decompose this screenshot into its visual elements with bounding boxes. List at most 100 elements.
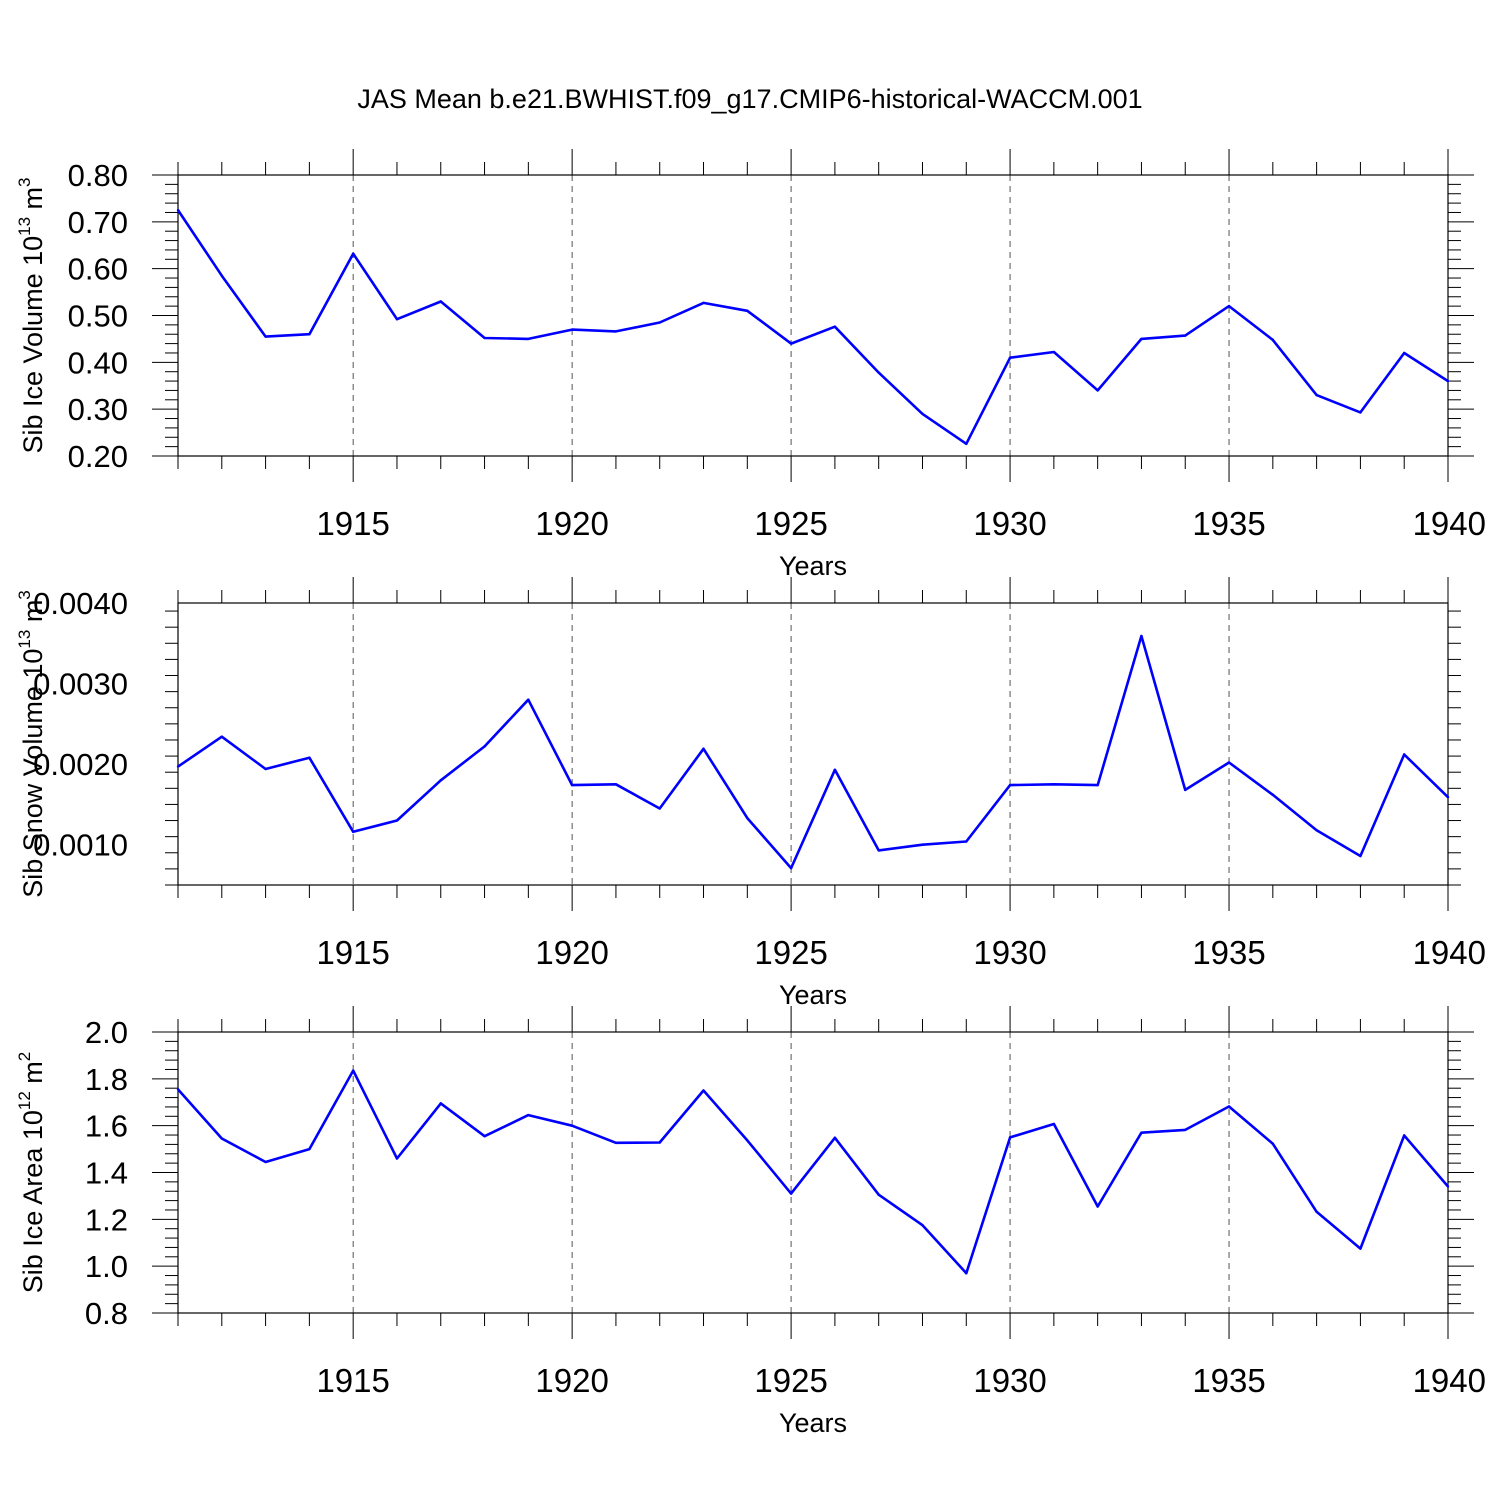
- y-tick-label: 0.8: [85, 1296, 128, 1331]
- x-tick-label: 1925: [754, 934, 827, 971]
- x-tick-label: 1920: [535, 505, 608, 542]
- data-point: [1184, 334, 1187, 337]
- data-point: [833, 325, 837, 328]
- x-axis-label: Years: [779, 551, 847, 581]
- data-point: [1446, 1185, 1450, 1188]
- y-tick-label: 0.0030: [33, 667, 128, 702]
- plot-frame: [177, 174, 1449, 457]
- y-tick-label: 0.0020: [33, 747, 128, 782]
- data-point: [746, 309, 749, 313]
- x-tick-label: 1940: [1413, 934, 1486, 971]
- y-tick-label: 0.80: [68, 158, 128, 193]
- data-point: [1140, 1131, 1143, 1134]
- data-point: [483, 745, 486, 748]
- data-point: [702, 301, 705, 305]
- data-point: [1315, 1210, 1318, 1214]
- data-point: [833, 768, 837, 771]
- data-point: [1052, 783, 1056, 786]
- data-point: [658, 321, 661, 324]
- x-tick-label: 1935: [1192, 1362, 1265, 1399]
- y-tick-label: 2.0: [85, 1015, 128, 1050]
- data-point: [1446, 379, 1450, 383]
- data-point: [1227, 761, 1231, 764]
- x-tick-label: 1915: [316, 505, 389, 542]
- data-point: [1140, 634, 1143, 638]
- data-point: [264, 767, 267, 771]
- y-tick-label: 1.2: [85, 1202, 128, 1237]
- y-axis-label: Sib Ice Volume 1013 m3: [15, 177, 48, 453]
- y-tick-label: 0.70: [68, 205, 128, 240]
- data-point: [1446, 795, 1450, 799]
- x-tick-label: 1915: [316, 1362, 389, 1399]
- data-point: [789, 866, 793, 870]
- data-point: [1008, 1136, 1012, 1139]
- data-point: [527, 1113, 530, 1117]
- data-point: [1008, 356, 1012, 359]
- data-point: [746, 1139, 749, 1142]
- y-tick-label: 0.40: [68, 345, 128, 380]
- data-point: [527, 337, 530, 341]
- data-point: [1359, 854, 1362, 858]
- panel-1: 0.20 0.30 0.40 0.50 0.60 0.70 0.80 1915 1920 1925…: [15, 149, 1486, 581]
- x-tick-label: 1930: [973, 934, 1046, 971]
- data-point: [570, 783, 574, 787]
- data-point: [1227, 304, 1231, 308]
- data-point: [308, 333, 311, 336]
- data-point: [176, 208, 180, 212]
- y-tick-label: 0.60: [68, 252, 128, 287]
- x-tick-label: 1915: [316, 934, 389, 971]
- plot-frame: [177, 602, 1449, 886]
- y-tick-label: 1.8: [85, 1062, 128, 1097]
- data-point: [877, 849, 880, 852]
- data-point: [1096, 783, 1099, 787]
- data-point: [395, 819, 399, 822]
- data-point: [570, 1124, 574, 1127]
- x-axis-label: Years: [779, 1408, 847, 1438]
- data-point: [527, 698, 530, 701]
- data-point: [877, 1193, 880, 1196]
- data-point: [1008, 783, 1012, 787]
- data-point: [614, 1141, 618, 1144]
- data-point: [1227, 1105, 1231, 1108]
- x-tick-label: 1920: [535, 934, 608, 971]
- data-point: [702, 1089, 705, 1092]
- data-point: [1052, 350, 1056, 354]
- data-point: [1403, 1134, 1406, 1137]
- x-tick-label: 1940: [1413, 1362, 1486, 1399]
- data-point: [877, 371, 880, 374]
- data-point: [220, 1137, 223, 1140]
- y-tick-label: 0.50: [68, 299, 128, 334]
- data-point: [220, 274, 223, 277]
- x-tick-label: 1930: [973, 1362, 1046, 1399]
- x-tick-label: 1925: [754, 505, 827, 542]
- data-point: [921, 412, 924, 416]
- data-point: [965, 840, 968, 843]
- data-point: [789, 1192, 793, 1195]
- data-point: [1096, 1205, 1099, 1208]
- x-tick-label: 1935: [1192, 505, 1265, 542]
- series-line: [176, 209, 1449, 446]
- y-tick-label: 0.0010: [33, 828, 128, 863]
- data-point: [176, 765, 180, 768]
- data-point: [308, 756, 311, 759]
- x-tick-label: 1925: [754, 1362, 827, 1399]
- y-axis-label: Sib Ice Area 1012 m2: [15, 1052, 48, 1294]
- data-point: [1359, 411, 1362, 414]
- y-tick-label: 1.0: [85, 1249, 128, 1284]
- data-point: [483, 1135, 486, 1138]
- data-point: [746, 816, 749, 820]
- data-point: [921, 843, 924, 846]
- data-point: [1359, 1247, 1362, 1250]
- data-point: [658, 807, 661, 810]
- data-point: [965, 442, 968, 446]
- data-point: [351, 252, 355, 255]
- data-point: [439, 1102, 442, 1105]
- data-point: [570, 328, 574, 331]
- data-point: [965, 1271, 968, 1275]
- data-point: [1096, 389, 1099, 392]
- data-point: [351, 1069, 355, 1072]
- data-point: [264, 335, 267, 338]
- data-point: [1271, 1142, 1275, 1145]
- data-point: [264, 1160, 267, 1164]
